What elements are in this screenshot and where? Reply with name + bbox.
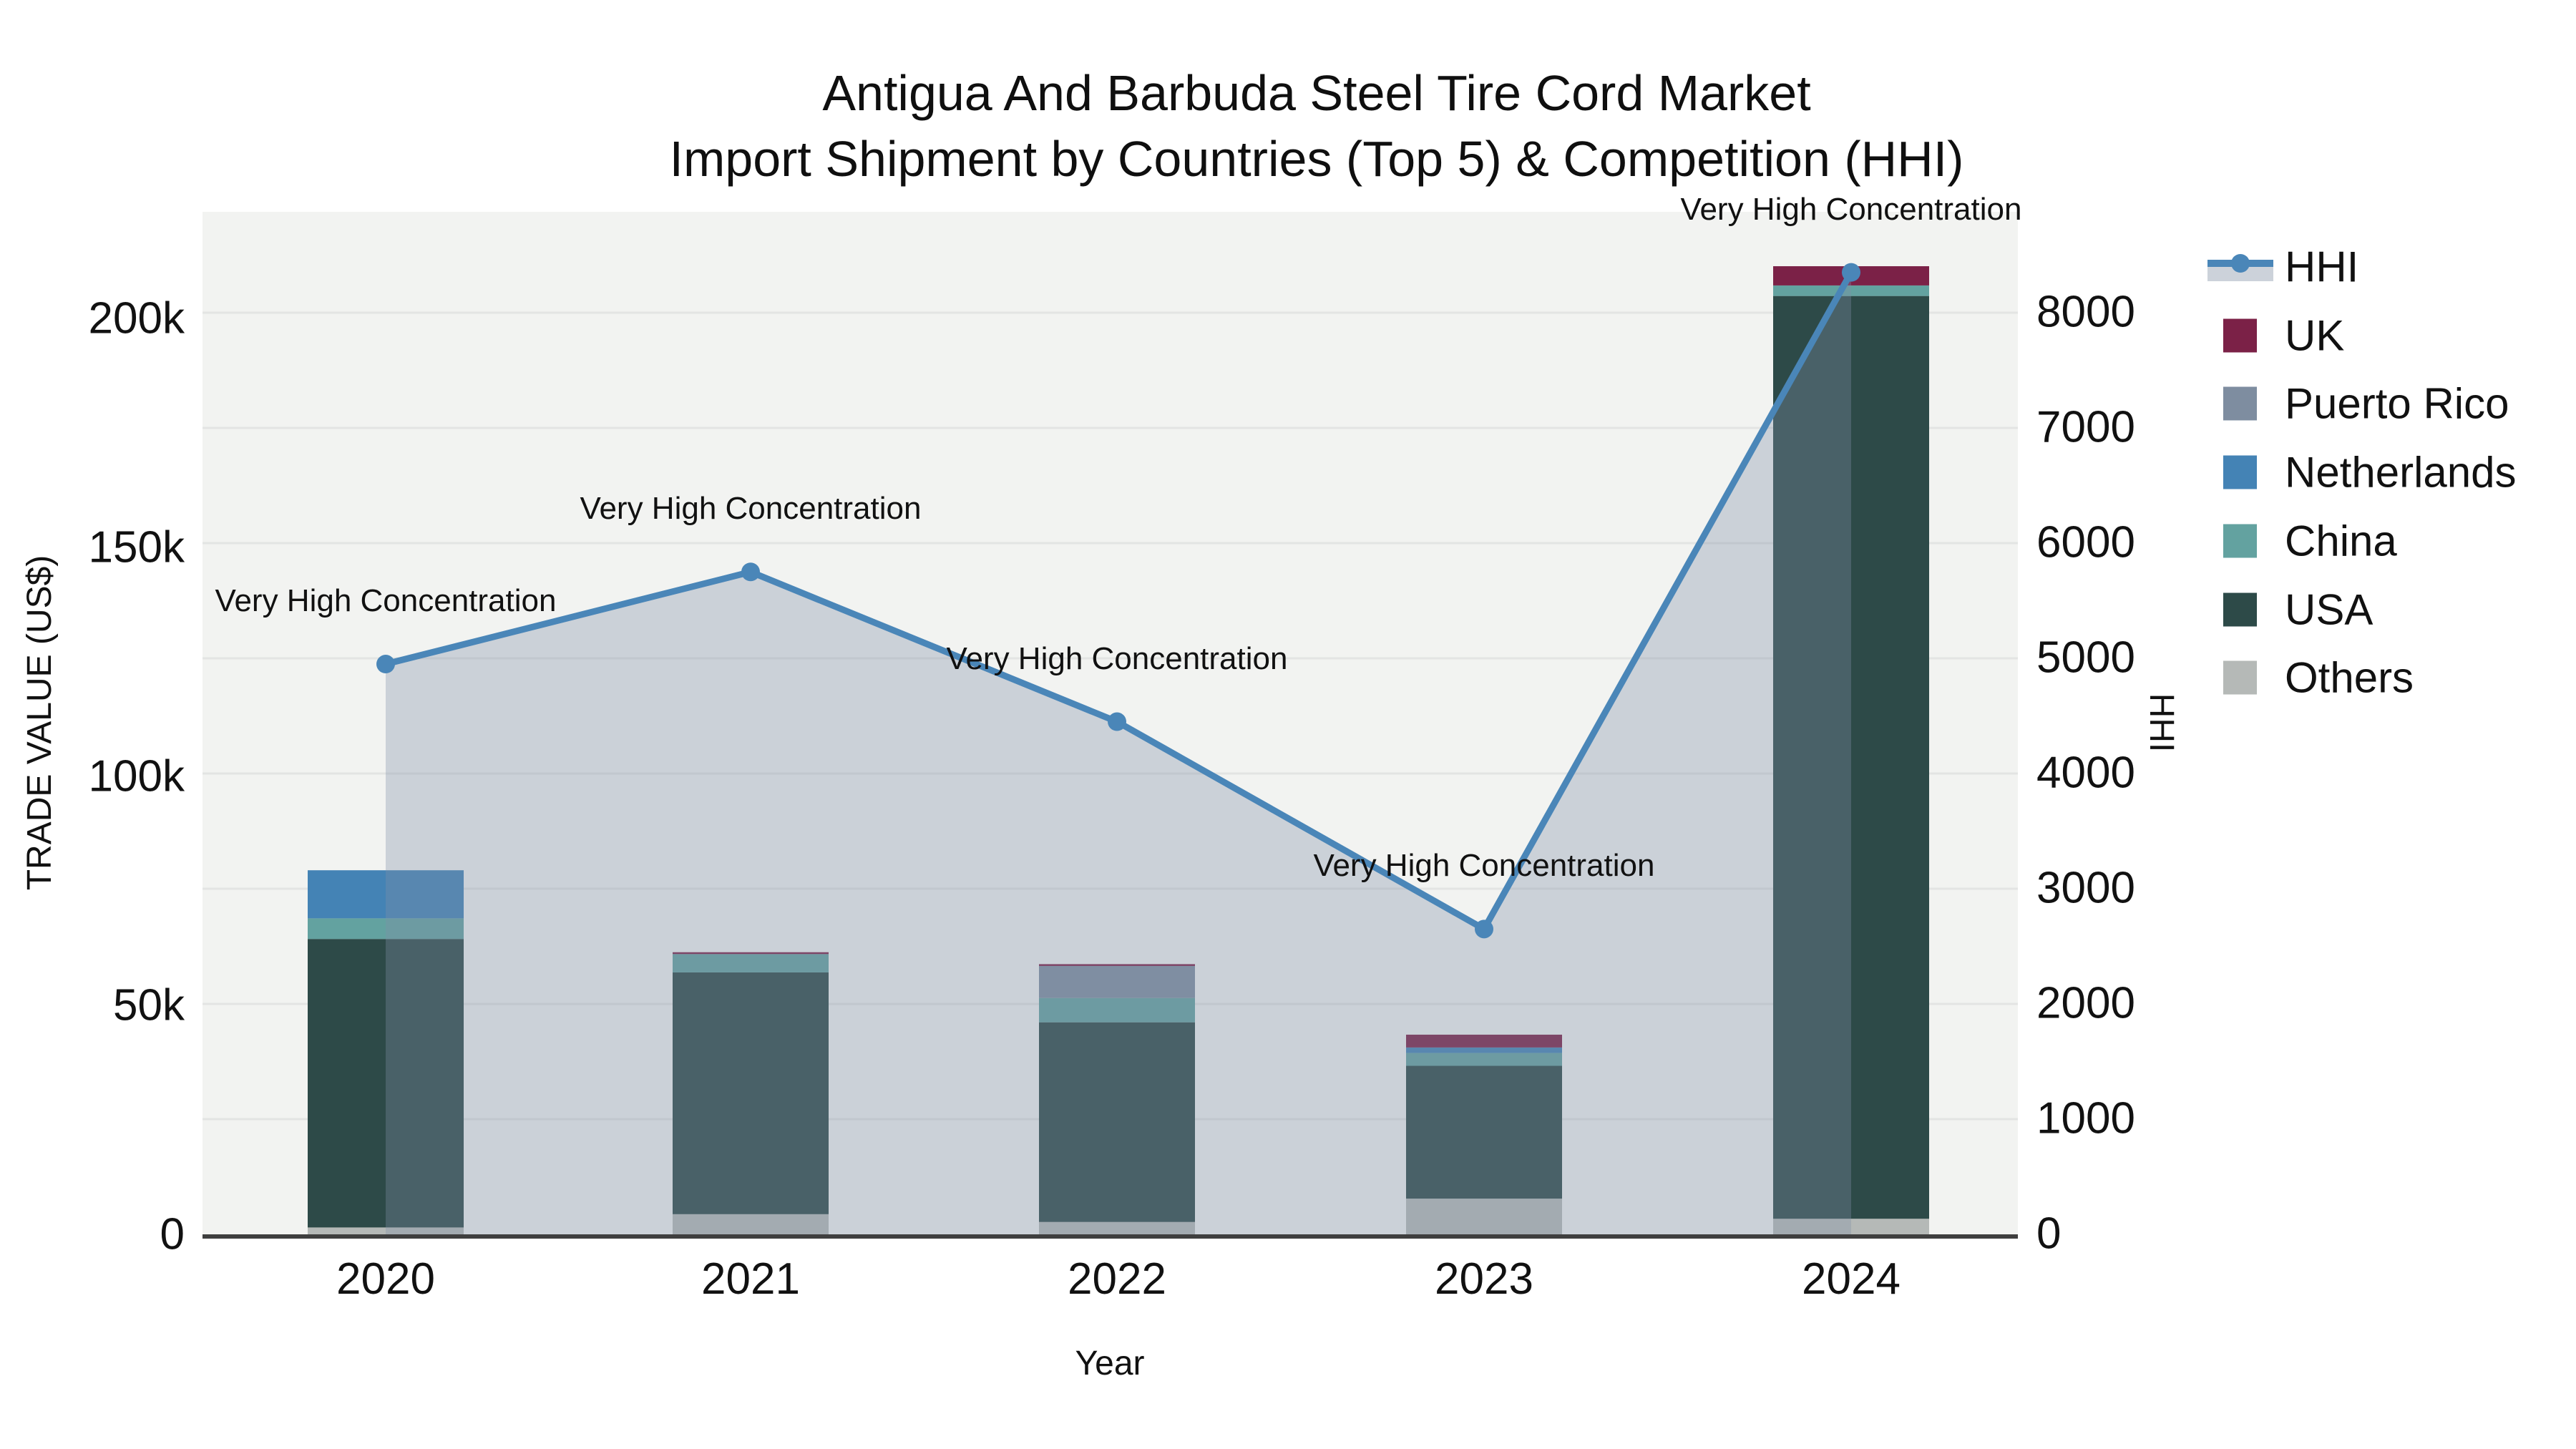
- legend-swatch-usa: [2223, 592, 2257, 626]
- bar-segment-uk-2021[interactable]: [673, 952, 829, 955]
- hhi-marker-2023[interactable]: [1475, 919, 1493, 939]
- legend-swatch-uk: [2223, 318, 2257, 353]
- annotation-2023: Very High Concentration: [1313, 848, 1655, 884]
- annotation-2024: Very High Concentration: [1680, 191, 2022, 227]
- annotation-2021: Very High Concentration: [580, 491, 922, 527]
- hhi-marker-2024[interactable]: [1842, 263, 1860, 282]
- hhi-marker-2020[interactable]: [376, 655, 395, 674]
- left-tick-200k: 200k: [88, 293, 185, 343]
- bar-segment-china-2020[interactable]: [308, 918, 464, 940]
- bar-segment-usa-2023[interactable]: [1406, 1065, 1562, 1199]
- bar-segment-uk-2023[interactable]: [1406, 1034, 1562, 1048]
- bar-segment-china-2023[interactable]: [1406, 1053, 1562, 1066]
- hhi-legend-sample-icon: [2207, 245, 2273, 288]
- bar-segment-others-2020[interactable]: [308, 1227, 464, 1234]
- legend-label: China: [2285, 517, 2397, 565]
- bar-segment-uk-2022[interactable]: [1039, 964, 1195, 966]
- legend-label: UK: [2285, 311, 2345, 360]
- left-tick-50k: 50k: [113, 980, 185, 1030]
- right-tick-2000: 2000: [2036, 978, 2135, 1028]
- legend-swatch-puerto-rico: [2223, 386, 2257, 421]
- left-tick-100k: 100k: [88, 751, 185, 801]
- right-tick-1000: 1000: [2036, 1093, 2135, 1143]
- hhi-area-fill: [386, 272, 1851, 1234]
- bar-segment-puerto-rico-2022[interactable]: [1039, 965, 1195, 998]
- hhi-marker-2022[interactable]: [1108, 712, 1126, 731]
- legend-swatch-china: [2223, 524, 2257, 558]
- legend-label: Others: [2285, 653, 2414, 702]
- bar-segment-usa-2020[interactable]: [308, 939, 464, 1228]
- legend-label: HHI: [2285, 243, 2359, 291]
- annotation-2020: Very High Concentration: [215, 583, 557, 619]
- chart-title-line1: Antigua And Barbuda Steel Tire Cord Mark…: [822, 65, 1811, 121]
- bar-segment-usa-2021[interactable]: [673, 972, 829, 1214]
- x-tick-2023: 2023: [1435, 1254, 1533, 1304]
- legend-label: USA: [2285, 585, 2373, 633]
- left-axis-title: TRADE VALUE (US$): [21, 555, 59, 891]
- right-tick-4000: 4000: [2036, 748, 2135, 798]
- bar-segment-others-2021[interactable]: [673, 1214, 829, 1234]
- hhi-legend-dot: [2231, 254, 2250, 273]
- right-tick-3000: 3000: [2036, 863, 2135, 913]
- hhi-marker-2021[interactable]: [741, 562, 760, 582]
- x-tick-2022: 2022: [1068, 1254, 1166, 1304]
- x-tick-2024: 2024: [1802, 1254, 1901, 1304]
- legend-label: Netherlands: [2285, 448, 2517, 497]
- bar-segment-china-2021[interactable]: [673, 954, 829, 972]
- right-axis-title: HHI: [2142, 693, 2180, 753]
- left-tick-150k: 150k: [88, 522, 185, 572]
- bar-segment-netherlands-2023[interactable]: [1406, 1047, 1562, 1053]
- bar-segment-usa-2024[interactable]: [1773, 296, 1929, 1219]
- right-tick-5000: 5000: [2036, 633, 2135, 683]
- legend-label: Puerto Rico: [2285, 379, 2509, 428]
- right-tick-8000: 8000: [2036, 287, 2135, 337]
- bar-segment-usa-2022[interactable]: [1039, 1022, 1195, 1222]
- right-tick-7000: 7000: [2036, 402, 2135, 452]
- bar-segment-others-2023[interactable]: [1406, 1199, 1562, 1234]
- chart-title-line2: Import Shipment by Countries (Top 5) & C…: [669, 131, 1964, 187]
- right-tick-0: 0: [2036, 1209, 2062, 1259]
- bar-segment-others-2024[interactable]: [1773, 1219, 1929, 1234]
- x-tick-2021: 2021: [701, 1254, 800, 1304]
- legend-swatch-others: [2223, 660, 2257, 695]
- bar-segment-others-2022[interactable]: [1039, 1221, 1195, 1234]
- bar-segment-netherlands-2020[interactable]: [308, 870, 464, 919]
- bar-segment-china-2022[interactable]: [1039, 997, 1195, 1023]
- right-tick-6000: 6000: [2036, 517, 2135, 567]
- x-tick-2020: 2020: [336, 1254, 435, 1304]
- x-axis-title: Year: [1075, 1345, 1145, 1382]
- annotation-2022: Very High Concentration: [946, 640, 1288, 676]
- bar-segment-china-2024[interactable]: [1773, 285, 1929, 296]
- left-tick-0: 0: [160, 1209, 185, 1259]
- x-axis-line: [203, 1234, 2018, 1239]
- legend-swatch-netherlands: [2223, 455, 2257, 489]
